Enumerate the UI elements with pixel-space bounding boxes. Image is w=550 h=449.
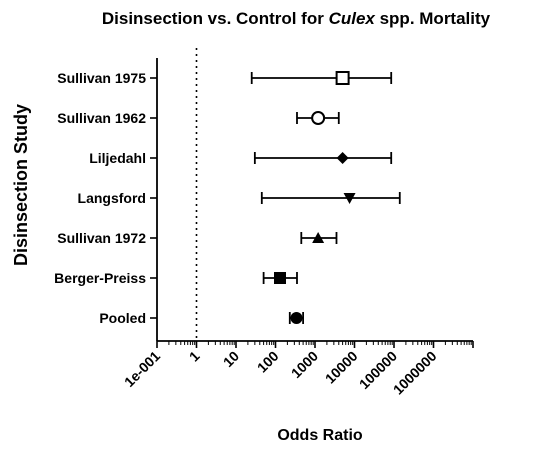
estimate-marker — [343, 193, 356, 204]
study-label: Sullivan 1975 — [57, 70, 146, 86]
estimate-marker — [312, 232, 325, 243]
study-label: Pooled — [99, 310, 146, 326]
y-axis-title: Disinsection Study — [11, 104, 31, 266]
estimate-marker — [336, 152, 349, 164]
x-tick-label: 10 — [220, 348, 242, 370]
x-tick-label: 1000 — [288, 348, 321, 381]
x-tick-label: 100 — [254, 348, 282, 376]
study-label: Sullivan 1972 — [57, 230, 146, 246]
study-label: Sullivan 1962 — [57, 110, 146, 126]
chart-title: Disinsection vs. Control for Culex spp. … — [102, 9, 491, 28]
x-tick-label: 1000000 — [390, 348, 440, 398]
x-tick-label: 1 — [186, 348, 203, 365]
estimate-marker — [335, 71, 350, 85]
study-label: Langsford — [78, 190, 146, 206]
estimate-marker — [311, 111, 326, 125]
estimate-marker — [290, 312, 303, 324]
x-axis-title: Odds Ratio — [277, 427, 363, 444]
plot-layer: 1e-001 1 10 100 1000 100001000001000000Sulliv… — [54, 48, 474, 398]
study-label: Liljedahl — [89, 150, 146, 166]
estimate-marker — [274, 272, 287, 284]
study-label: Berger-Preiss — [54, 270, 146, 286]
x-tick-label: 1e-001 — [121, 348, 163, 390]
